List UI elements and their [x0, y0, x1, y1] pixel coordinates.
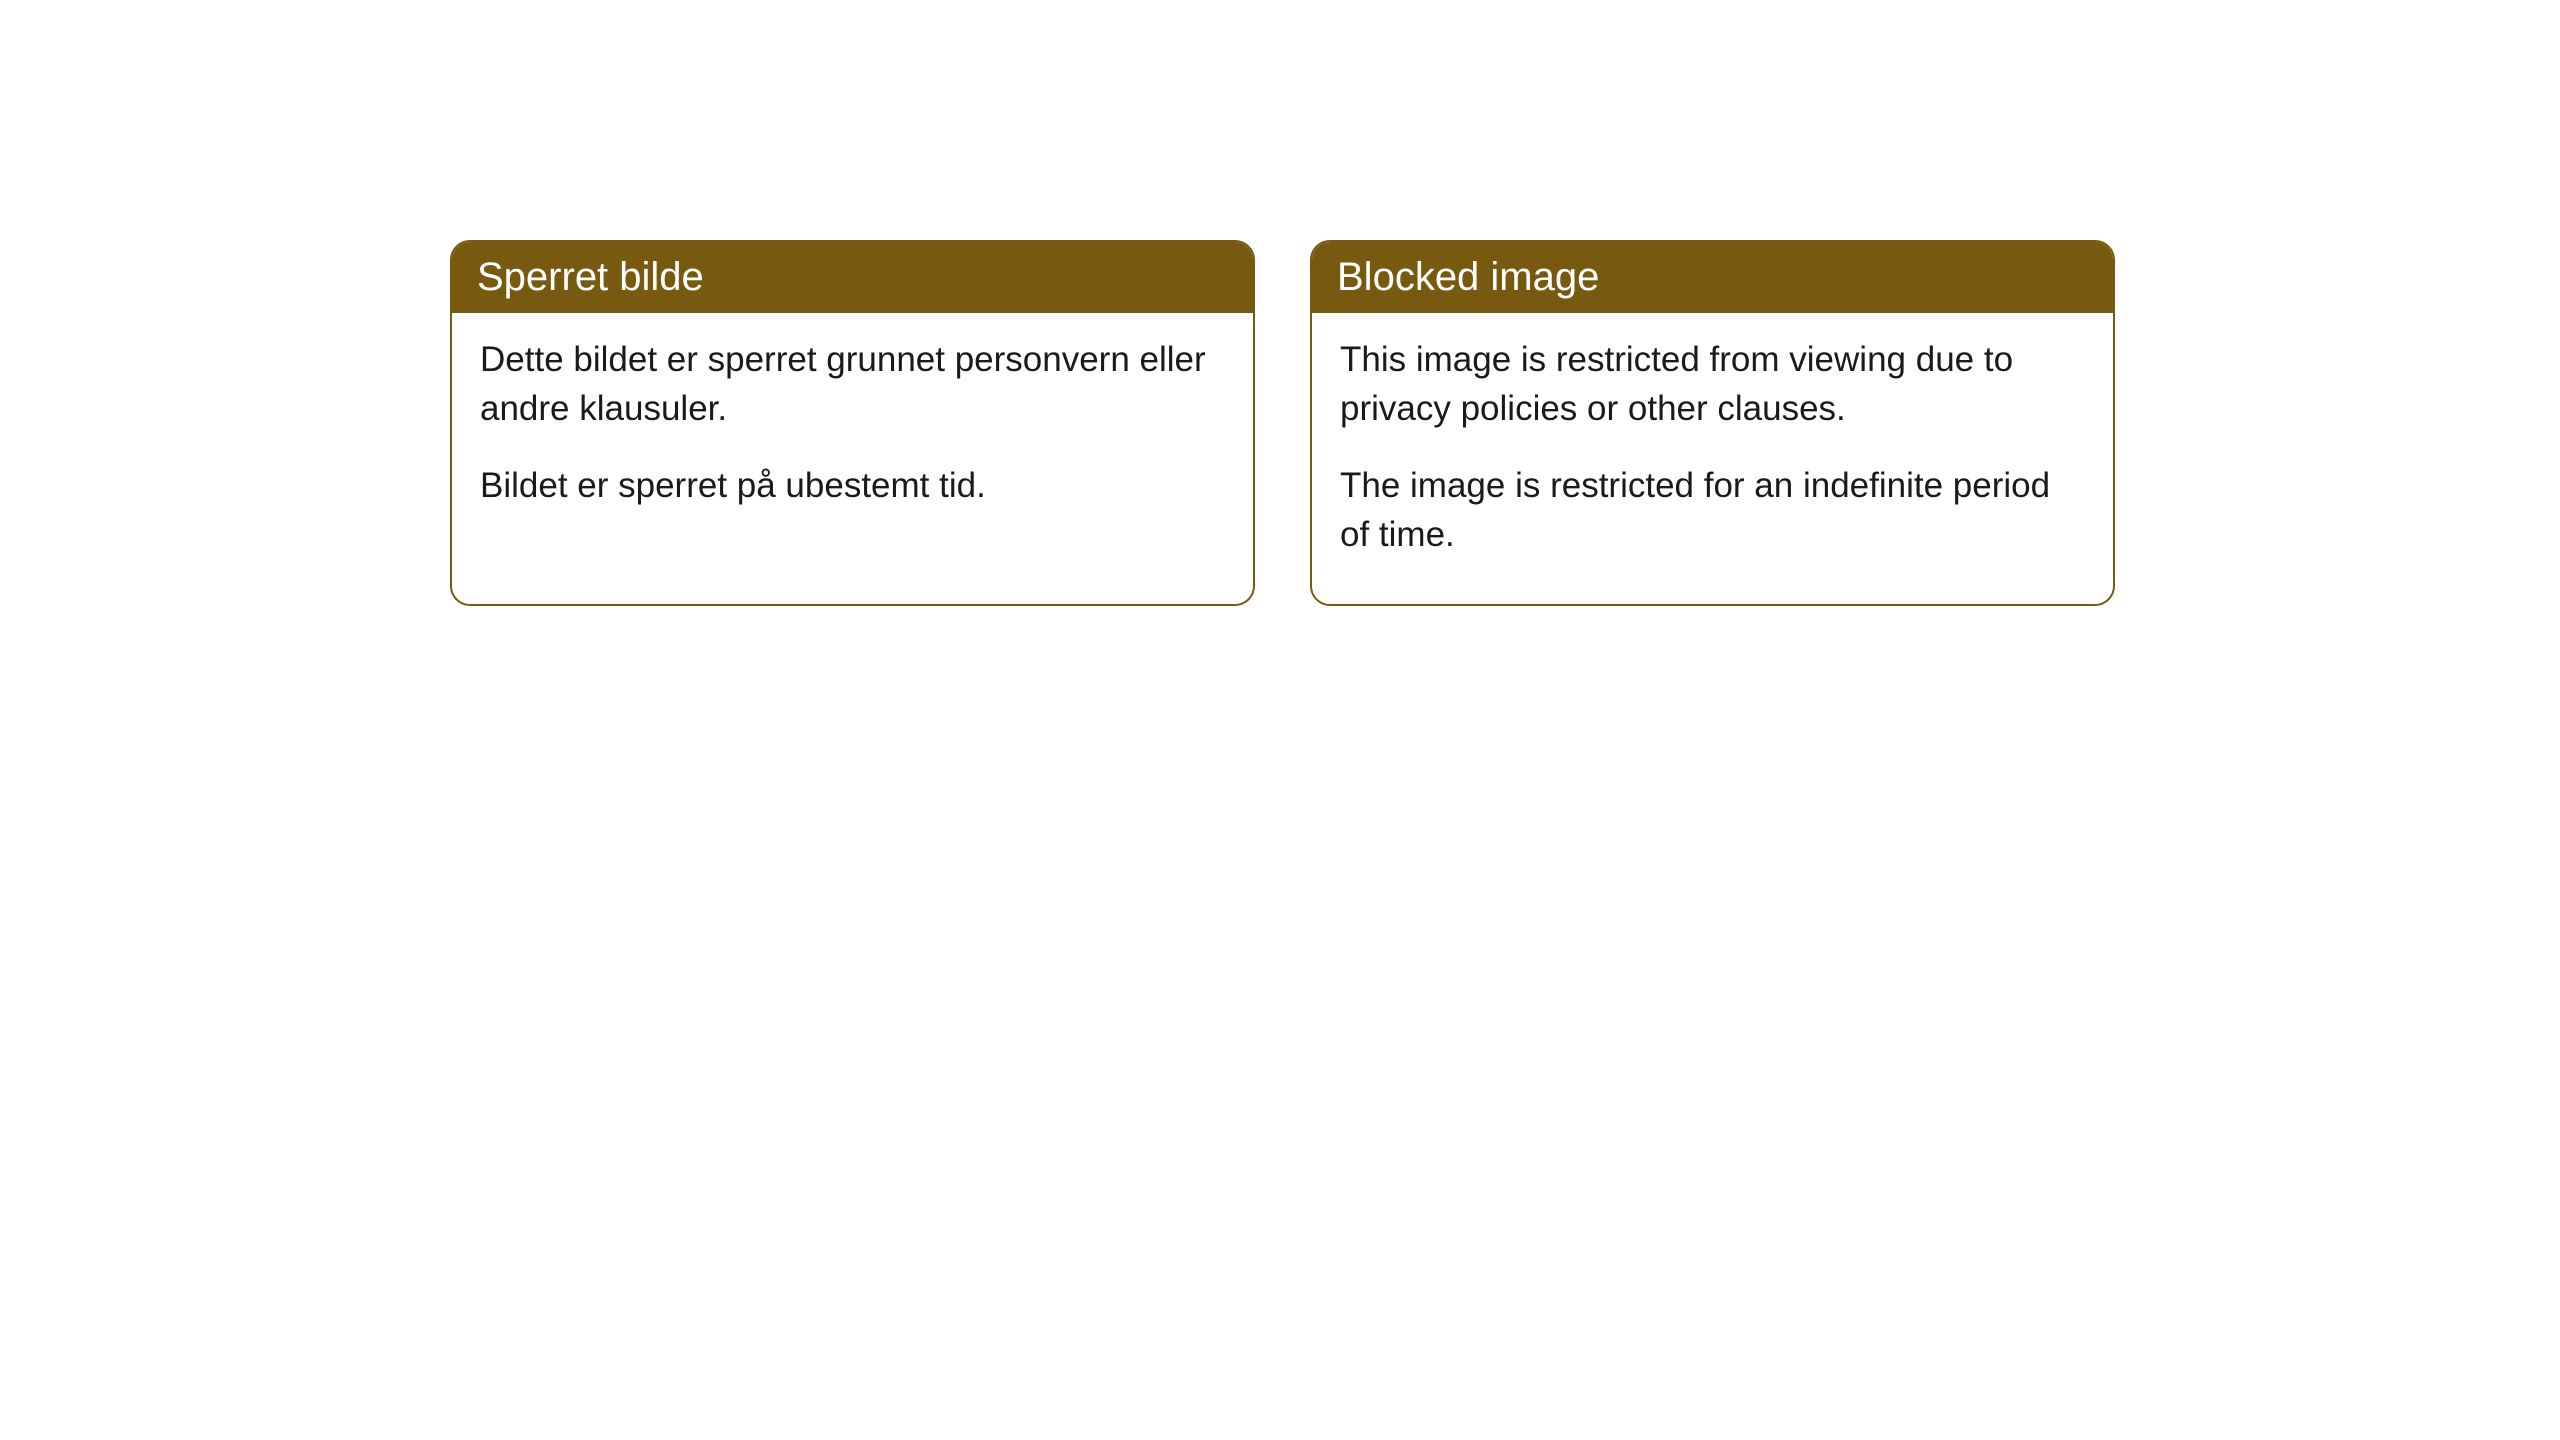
card-header: Sperret bilde [452, 242, 1253, 313]
card-header: Blocked image [1312, 242, 2113, 313]
notice-card-english: Blocked image This image is restricted f… [1310, 240, 2115, 606]
card-paragraph: This image is restricted from viewing du… [1340, 335, 2085, 433]
card-title: Blocked image [1337, 255, 1599, 299]
card-title: Sperret bilde [477, 255, 704, 299]
card-body: Dette bildet er sperret grunnet personve… [452, 313, 1253, 555]
card-paragraph: Bildet er sperret på ubestemt tid. [480, 461, 1225, 510]
card-body: This image is restricted from viewing du… [1312, 313, 2113, 604]
card-paragraph: The image is restricted for an indefinit… [1340, 461, 2085, 559]
notice-cards-container: Sperret bilde Dette bildet er sperret gr… [450, 240, 2115, 606]
notice-card-norwegian: Sperret bilde Dette bildet er sperret gr… [450, 240, 1255, 606]
card-paragraph: Dette bildet er sperret grunnet personve… [480, 335, 1225, 433]
